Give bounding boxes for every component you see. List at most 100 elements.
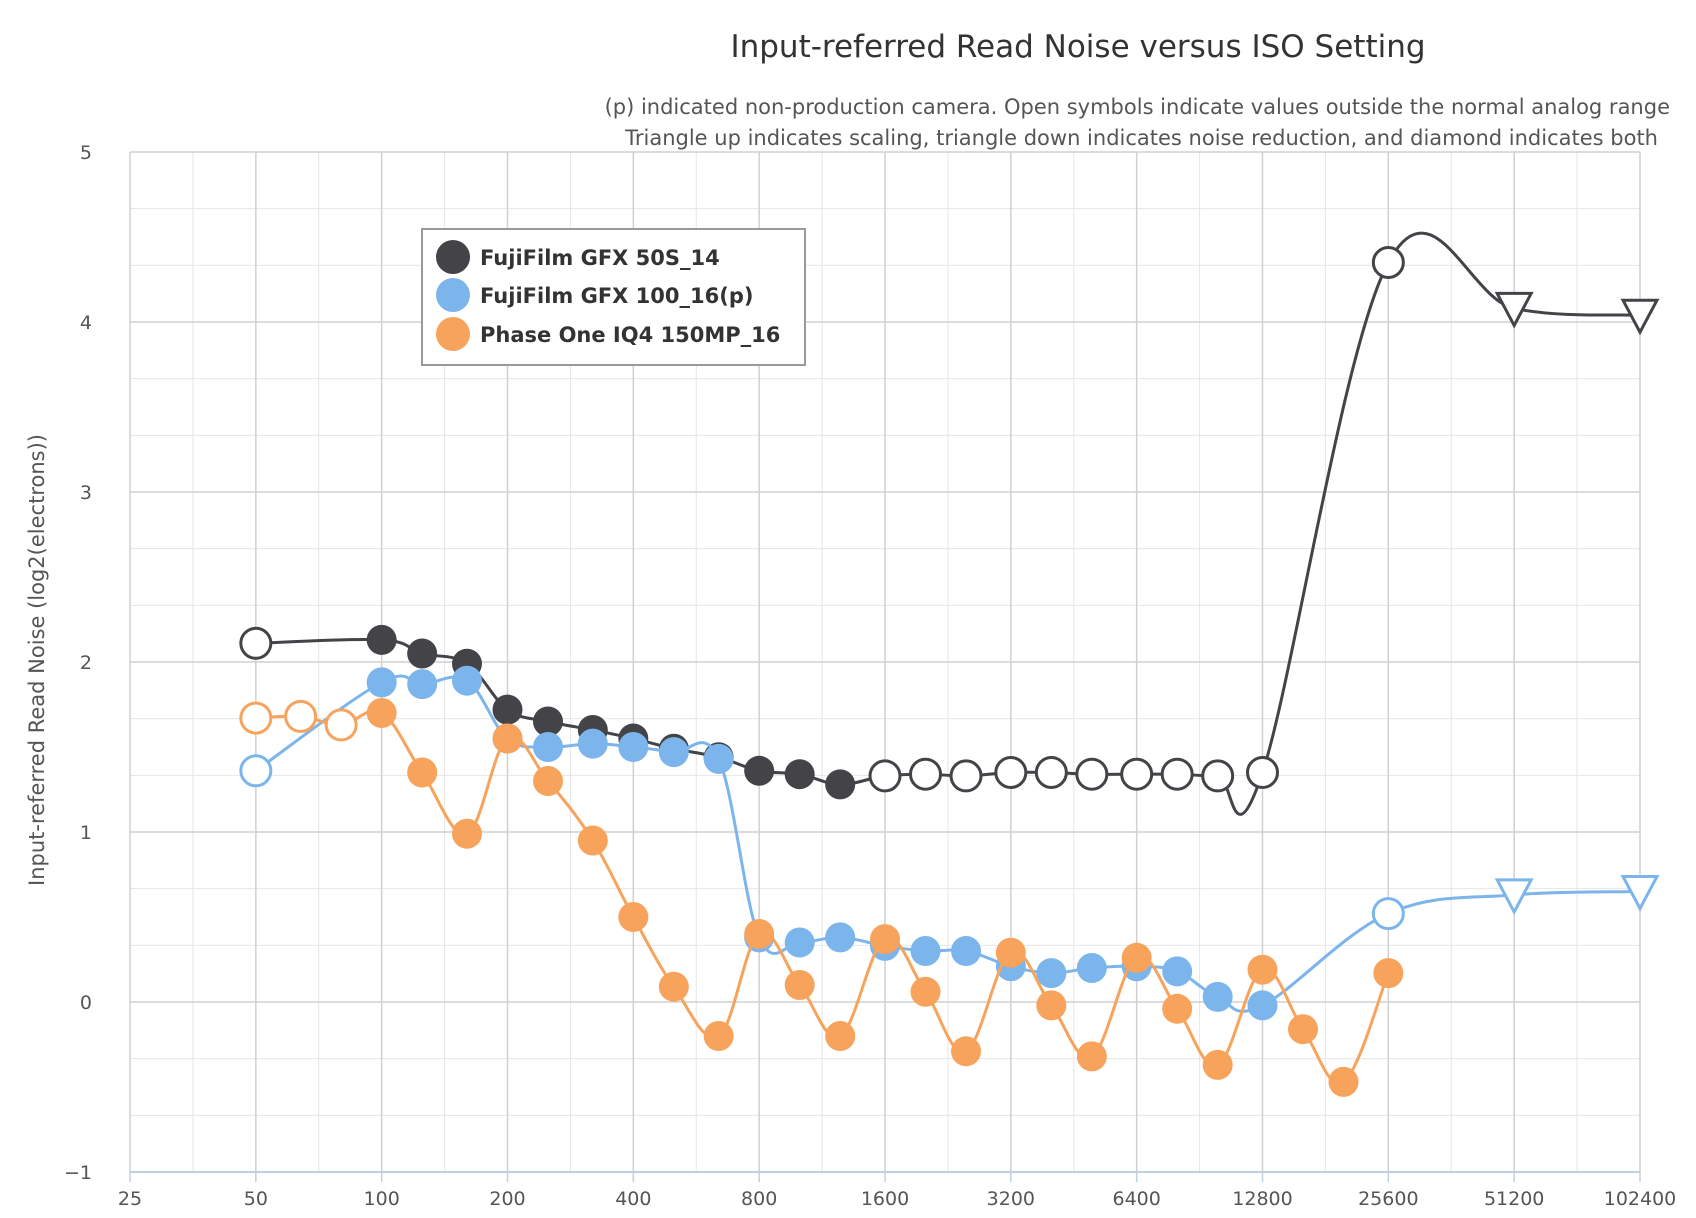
x-tick-label: 50 [244, 1188, 268, 1210]
axis-ticks: 25 50 100 200 400 800 1600 3200 6400 12800 25600 51… [64, 142, 1676, 1210]
data-point[interactable] [951, 1036, 982, 1067]
data-point[interactable] [870, 924, 900, 955]
data-point-open[interactable] [239, 701, 273, 735]
data-point[interactable] [1121, 942, 1152, 973]
legend-label: FujiFilm GFX 50S_14 [480, 246, 720, 270]
x-tick-label: 25 [118, 1188, 142, 1210]
data-point[interactable] [492, 694, 523, 725]
data-point[interactable] [1076, 953, 1107, 983]
data-point[interactable] [658, 737, 689, 768]
data-point[interactable] [744, 755, 775, 786]
x-tick-label: 12800 [1232, 1188, 1292, 1210]
data-point[interactable] [1373, 958, 1404, 989]
x-tick-label: 51200 [1484, 1188, 1544, 1210]
data-point-open[interactable] [324, 708, 358, 742]
x-tick-label: 25600 [1358, 1188, 1418, 1210]
legend-marker [436, 317, 470, 351]
data-point-open[interactable] [1246, 756, 1279, 789]
legend-item-phaseone[interactable]: Phase One IQ4 150MP_16 [436, 317, 780, 351]
data-point[interactable] [703, 1021, 734, 1051]
data-point[interactable] [577, 825, 608, 856]
data-point[interactable] [1036, 958, 1067, 989]
data-point[interactable] [658, 971, 689, 1002]
data-point[interactable] [1202, 1049, 1233, 1080]
series-3 [239, 698, 1404, 1097]
data-point[interactable] [1247, 990, 1278, 1021]
data-point[interactable] [1288, 1014, 1319, 1045]
legend-label: Phase One IQ4 150MP_16 [480, 323, 780, 347]
series [239, 231, 1660, 1097]
data-point-open[interactable] [994, 756, 1028, 789]
data-point[interactable] [825, 922, 856, 953]
data-point[interactable] [366, 624, 397, 655]
legend-item-gfx50s[interactable]: FujiFilm GFX 50S_14 [436, 240, 720, 274]
data-point-triangle-down[interactable] [1620, 875, 1660, 912]
data-point[interactable] [618, 732, 649, 762]
data-point[interactable] [618, 902, 649, 932]
data-point-open[interactable] [1075, 757, 1109, 791]
data-point-open[interactable] [868, 759, 902, 793]
data-point[interactable] [825, 1021, 856, 1051]
data-point-open[interactable] [1371, 897, 1405, 931]
data-point-open[interactable] [1120, 757, 1154, 791]
data-point-open[interactable] [239, 626, 273, 660]
data-point[interactable] [407, 638, 438, 669]
data-point[interactable] [784, 759, 815, 790]
data-point[interactable] [533, 732, 564, 762]
data-point-open[interactable] [1371, 246, 1405, 279]
x-tick-label: 3200 [987, 1188, 1035, 1210]
data-point[interactable] [1328, 1066, 1359, 1097]
data-point[interactable] [951, 936, 982, 966]
data-point[interactable] [1036, 990, 1067, 1021]
data-point[interactable] [825, 769, 856, 800]
data-point[interactable] [784, 970, 815, 1000]
y-axis-label: Input-referred Read Noise (log2(electron… [25, 434, 49, 886]
data-point[interactable] [1247, 954, 1278, 985]
chart-title: Input-referred Read Noise versus ISO Set… [730, 29, 1425, 65]
data-point[interactable] [703, 743, 734, 774]
data-point-open[interactable] [909, 757, 943, 791]
data-point[interactable] [407, 669, 438, 700]
data-point-open[interactable] [284, 699, 318, 733]
y-tick-label: 4 [80, 312, 92, 334]
data-point[interactable] [407, 757, 438, 788]
chart-subtitle-line-2: Triangle up indicates scaling, triangle … [624, 126, 1658, 150]
data-point-open[interactable] [949, 759, 983, 793]
y-tick-label: 0 [80, 992, 92, 1014]
data-point[interactable] [366, 667, 397, 698]
data-point-triangle-down[interactable] [1620, 298, 1660, 336]
y-tick-label: 3 [80, 482, 92, 504]
data-point[interactable] [744, 919, 775, 949]
data-point-open[interactable] [239, 754, 273, 788]
legend-box [421, 228, 806, 366]
data-point[interactable] [784, 927, 815, 958]
data-point[interactable] [1076, 1041, 1107, 1072]
x-tick-label: 200 [489, 1188, 525, 1210]
data-point[interactable] [1162, 993, 1193, 1024]
chart-subtitle-line-1: (p) indicated non-production camera. Ope… [605, 95, 1670, 119]
data-point[interactable] [1202, 981, 1233, 1012]
data-point[interactable] [533, 706, 564, 737]
data-point[interactable] [1162, 956, 1193, 987]
y-tick-label: 5 [80, 142, 92, 164]
data-point[interactable] [995, 937, 1026, 968]
data-point[interactable] [451, 665, 482, 696]
x-tick-label: 100 [364, 1188, 400, 1210]
data-point[interactable] [577, 728, 608, 759]
legend-item-gfx100[interactable]: FujiFilm GFX 100_16(p) [436, 278, 753, 312]
data-point-triangle-down[interactable] [1494, 878, 1534, 916]
data-point-triangle-down[interactable] [1494, 291, 1534, 329]
data-point[interactable] [910, 976, 941, 1007]
x-tick-label: 1600 [861, 1188, 909, 1210]
data-point-open[interactable] [1034, 756, 1068, 789]
data-point[interactable] [910, 936, 941, 966]
data-point-open[interactable] [1201, 759, 1235, 793]
data-point[interactable] [366, 698, 397, 728]
legend-marker [436, 278, 470, 312]
data-point-open[interactable] [1160, 757, 1194, 791]
data-point[interactable] [533, 766, 564, 796]
data-point[interactable] [451, 818, 482, 849]
legend-marker [436, 240, 470, 274]
y-tick-label: −1 [64, 1162, 92, 1184]
data-point[interactable] [492, 723, 523, 754]
